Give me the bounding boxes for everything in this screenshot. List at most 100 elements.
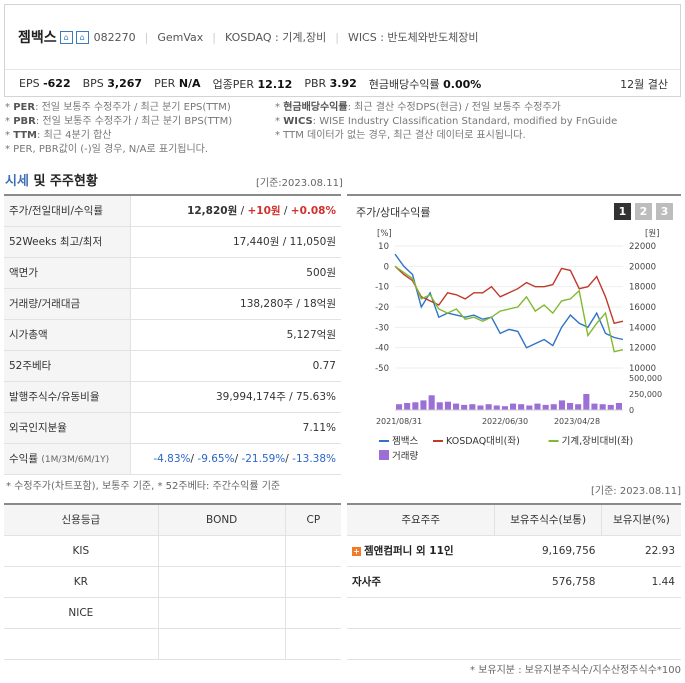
y2-tick-label: 14000 [629,323,656,333]
dividend-metric: 현금배당수익률 0.00% [368,77,482,91]
table-row: 외국인지분율 7.11% [4,412,341,444]
volume-bar [461,404,468,410]
volume-bar [599,404,606,410]
price-chart: [%] [원] 10 0 -10 -20 -30 -40 -50 22000 20000 18000 1… [375,229,662,462]
left-axis-unit: [%] [377,229,392,239]
y2-tick-label: 10000 [629,364,656,374]
volume-bar [591,403,598,410]
y-tick-label: -20 [375,303,389,313]
series-line [394,265,624,325]
company-header: 젬백스 ⌂ ⌂ 082270 | GemVax | KOSDAQ : 기계,장비… [4,4,681,97]
volume-bar [404,403,411,410]
volume-bar [493,405,500,410]
section-title: 시세 및 주주현황 [5,174,98,189]
chart-tab-3[interactable]: 3 [656,203,673,220]
price-table: 주가/전일대비/수익률 12,820원 / +10원 / +0.08% 52We… [4,194,341,475]
table-row: NICE [4,597,341,629]
table-row: 시가총액 5,127억원 [4,319,341,351]
industry-per-metric: 업종PER 12.12 [212,77,293,91]
building-icon[interactable]: ⌂ [75,30,89,44]
section-date: [기준:2023.08.11] [256,178,343,189]
table-header-row: 주요주주 보유주식수(보통) 보유지분(%) [347,504,681,536]
chart-title: 주가/상대수익률 [356,206,431,219]
y2-tick-label: 20000 [629,262,656,272]
volume-tick-label: 0 [629,406,634,415]
table-row: KIS [4,535,341,567]
volume-bar [428,395,435,410]
credit-table: 신용등급 BOND CP KIS KR NICE [4,503,341,660]
volume-bar [469,404,476,410]
legend-swatch [379,450,389,460]
x-tick-label: 2023/04/28 [554,417,600,426]
company-header-top: 젬백스 ⌂ ⌂ 082270 | GemVax | KOSDAQ : 기계,장비… [5,5,680,69]
table-header-row: 신용등급 BOND CP [4,504,341,536]
right-axis-unit: [원] [645,229,659,239]
table-row: 주가/전일대비/수익률 12,820원 / +10원 / +0.08% [4,195,341,227]
wics-sector: WICS : 반도체와반도체장비 [347,31,479,44]
y-tick-label: -40 [375,344,389,354]
volume-bar [485,404,492,410]
chart-tab-1[interactable]: 1 [614,203,631,220]
volume-bar [615,403,622,410]
y-tick-label: -10 [375,283,389,293]
volume-bar [396,404,403,410]
chart-tab-2[interactable]: 2 [635,203,652,220]
legend-label: 거래량 [392,450,418,462]
price-chart-panel: 주가/상대수익률 1 2 3 [%] [원] 10 0 -10 -20 -30 -40 -50 2… [347,194,681,468]
pbr-metric: PBR 3.92 [304,77,357,90]
stock-code: 082270 [93,30,136,44]
volume-bar [607,404,614,410]
x-tick-label: 2022/06/30 [482,417,528,426]
volume-bar [575,404,582,410]
volume-bar [583,394,590,410]
table-row: 52주베타 0.77 [4,350,341,382]
legend-label: KOSDAQ대비(좌) [446,436,520,447]
price-note: * 수정주가(차트포함), 보통주 기준, * 52주베타: 주간수익률 기준 [6,481,281,492]
market-sector: KOSDAQ : 기계,장비 [225,31,327,44]
volume-bar [542,404,549,410]
holders-date: [기준: 2023.08.11] [590,486,681,497]
table-row: 거래량/거래대금 138,280주 / 18억원 [4,288,341,320]
volume-bar [444,401,451,410]
table-row: 수익률 (1M/3M/6M/1Y) -4.83%/ -9.65%/ -21.59… [4,443,341,475]
table-row [347,628,681,660]
wics-note: * WICS: WISE Industry Classification Sta… [275,116,618,127]
volume-bar [436,402,443,410]
volume-bar [518,404,525,410]
per-note: * PER: 전일 보통주 수정주가 / 최근 분기 EPS(TTM) [5,102,231,113]
company-eng-name: GemVax [157,30,204,44]
volume-bar [550,404,557,410]
volume-bar [558,400,565,410]
volume-bar [534,403,541,410]
table-row: 발행주식수/유동비율 39,994,174주 / 75.63% [4,381,341,413]
series-line [394,265,624,353]
volume-bar [453,403,460,410]
y2-tick-label: 18000 [629,283,656,293]
y-tick-label: 0 [384,262,389,272]
fiscal-month: 12월 결산 [620,78,668,91]
holders-table: 주요주주 보유주식수(보통) 보유지분(%) + 젬앤컴퍼니 외 11인 9,169,… [347,503,681,660]
table-row: + 젬앤컴퍼니 외 11인 9,169,756 22.93 [347,535,681,567]
eps-metric: EPS -622 [19,77,71,90]
negative-note: * PER, PBR값이 (-)일 경우, N/A로 표기됩니다. [5,144,209,155]
volume-bar [420,400,427,410]
legend-label: 젬백스 [392,436,418,447]
legend-label: 기계,장비대비(좌) [562,435,634,447]
home-icon[interactable]: ⌂ [59,30,73,44]
x-tick-label: 2021/08/31 [376,417,422,426]
company-name: 젬백스 [18,30,57,46]
y-tick-label: -50 [375,364,389,374]
ttm-note: * TTM: 최근 4분기 합산 [5,130,112,141]
volume-bar [510,403,517,410]
ttm-missing-note: * TTM 데이터가 없는 경우, 최근 결산 데이터로 표시됩니다. [275,130,526,141]
pbr-note: * PBR: 전일 보통주 수정주가 / 최근 분기 BPS(TTM) [5,116,233,127]
volume-tick-label: 500,000 [629,374,662,383]
dividend-note: * 현금배당수익률: 최근 결산 수정DPS(현금) / 전일 보통주 수정주가 [275,102,561,113]
volume-bar [526,405,533,410]
per-metric: PER N/A [154,77,201,90]
expand-icon[interactable]: + [352,546,361,556]
table-row: 자사주 576,758 1.44 [347,566,681,598]
volume-bar [412,402,419,410]
y2-tick-label: 12000 [629,344,656,354]
metrics-bar: EPS -622 BPS 3,267 PER N/A 업종PER 12.12 P… [5,69,680,98]
